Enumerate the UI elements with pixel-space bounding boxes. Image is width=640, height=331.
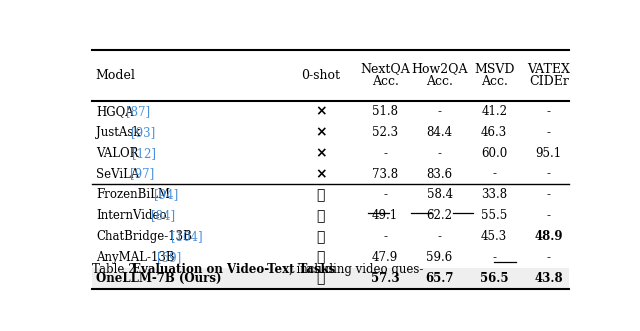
Text: OneLLM-7B (Ours): OneLLM-7B (Ours) <box>97 272 222 285</box>
Text: NextQA: NextQA <box>360 63 410 75</box>
Text: $\mathbf{\times}$: $\mathbf{\times}$ <box>315 104 326 118</box>
Text: -: - <box>492 251 496 264</box>
Text: HGQA: HGQA <box>97 105 134 118</box>
Text: 47.9: 47.9 <box>372 251 398 264</box>
Text: ✓: ✓ <box>316 251 324 264</box>
Text: $\mathbf{\times}$: $\mathbf{\times}$ <box>315 125 326 139</box>
Text: CIDEr: CIDEr <box>529 75 569 88</box>
Text: 49.1: 49.1 <box>372 209 398 222</box>
Text: -: - <box>547 251 550 264</box>
Text: , including video ques-: , including video ques- <box>289 262 424 276</box>
Text: [94]: [94] <box>154 188 178 202</box>
Text: -: - <box>547 188 550 202</box>
Text: 51.8: 51.8 <box>372 105 398 118</box>
Text: 73.8: 73.8 <box>372 167 398 180</box>
Text: 57.3: 57.3 <box>371 272 399 285</box>
FancyBboxPatch shape <box>92 268 568 289</box>
Text: 83.6: 83.6 <box>426 167 452 180</box>
Text: VATEX: VATEX <box>527 63 570 75</box>
Text: [87]: [87] <box>125 105 150 118</box>
Text: -: - <box>383 188 387 202</box>
Text: -: - <box>383 230 387 243</box>
Text: FrozenBiLM: FrozenBiLM <box>97 188 170 202</box>
Text: 59.6: 59.6 <box>426 251 452 264</box>
Text: 60.0: 60.0 <box>481 147 508 160</box>
Text: 56.5: 56.5 <box>480 272 508 285</box>
Text: ✓: ✓ <box>316 271 324 286</box>
Text: 45.3: 45.3 <box>481 230 508 243</box>
Text: Table 2.: Table 2. <box>92 262 143 276</box>
Text: ChatBridge-13B: ChatBridge-13B <box>97 230 192 243</box>
Text: ✓: ✓ <box>316 230 324 244</box>
Text: VALOR: VALOR <box>97 147 143 160</box>
Text: ✓: ✓ <box>316 188 324 202</box>
Text: [97]: [97] <box>130 167 154 180</box>
Text: 33.8: 33.8 <box>481 188 508 202</box>
Text: 0-shot: 0-shot <box>301 69 340 82</box>
Text: AnyMAL-13B: AnyMAL-13B <box>97 251 175 264</box>
Text: 43.8: 43.8 <box>534 272 563 285</box>
Text: 41.2: 41.2 <box>481 105 507 118</box>
Text: [93]: [93] <box>131 126 155 139</box>
Text: 55.5: 55.5 <box>481 209 508 222</box>
Text: Acc.: Acc. <box>372 75 399 88</box>
Text: InternVideo: InternVideo <box>97 209 167 222</box>
Text: -: - <box>383 147 387 160</box>
Text: Model: Model <box>95 69 135 82</box>
Text: 95.1: 95.1 <box>536 147 562 160</box>
Text: -: - <box>492 167 496 180</box>
Text: MSVD: MSVD <box>474 63 515 75</box>
Text: JustAsk: JustAsk <box>97 126 141 139</box>
Text: -: - <box>547 105 550 118</box>
Text: -: - <box>438 147 442 160</box>
Text: 46.3: 46.3 <box>481 126 508 139</box>
Text: ✓: ✓ <box>316 209 324 223</box>
Text: 65.7: 65.7 <box>426 272 454 285</box>
Text: 48.9: 48.9 <box>534 230 563 243</box>
Text: 84.4: 84.4 <box>426 126 452 139</box>
Text: -: - <box>547 209 550 222</box>
Text: Acc.: Acc. <box>426 75 453 88</box>
Text: [104]: [104] <box>171 230 202 243</box>
Text: [59]: [59] <box>157 251 182 264</box>
Text: 58.4: 58.4 <box>426 188 452 202</box>
Text: -: - <box>547 167 550 180</box>
Text: Evaluation on Video-Text Tasks: Evaluation on Video-Text Tasks <box>132 262 335 276</box>
Text: How2QA: How2QA <box>412 63 468 75</box>
Text: $\mathbf{\times}$: $\mathbf{\times}$ <box>315 167 326 181</box>
Text: $\mathbf{\times}$: $\mathbf{\times}$ <box>315 146 326 160</box>
Text: Acc.: Acc. <box>481 75 508 88</box>
Text: [12]: [12] <box>132 147 156 160</box>
Text: -: - <box>547 126 550 139</box>
Text: 52.3: 52.3 <box>372 126 398 139</box>
Text: SeViLA: SeViLA <box>97 167 140 180</box>
Text: -: - <box>438 230 442 243</box>
Text: -: - <box>438 105 442 118</box>
Text: [84]: [84] <box>151 209 175 222</box>
Text: 62.2: 62.2 <box>427 209 452 222</box>
